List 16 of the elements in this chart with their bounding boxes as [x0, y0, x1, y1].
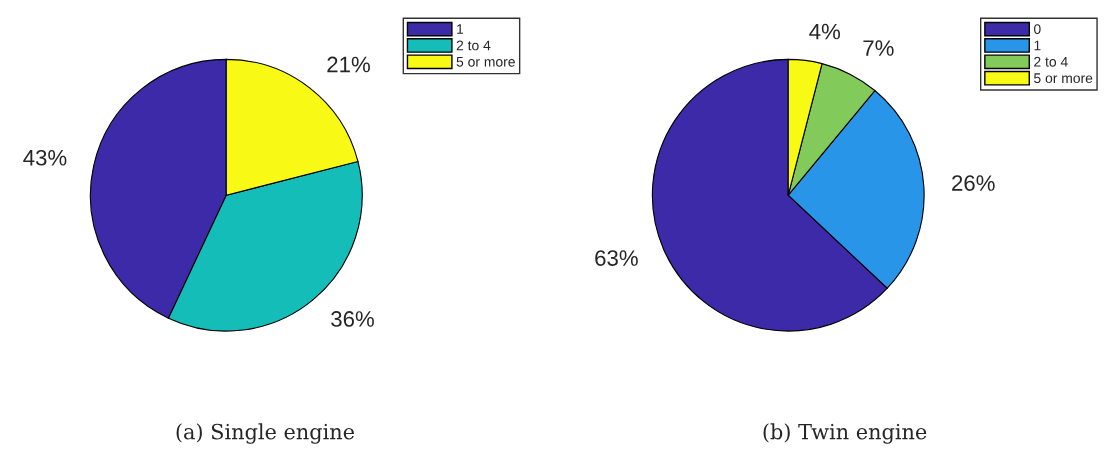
- legend-label: 5 or more: [1034, 73, 1093, 84]
- text: (b) Twin engine: [763, 423, 927, 444]
- data-label: 43%: [23, 149, 67, 166]
- data-label: 21%: [327, 56, 370, 73]
- legend-label: 5 or more: [456, 57, 515, 67]
- data-label: 36%: [331, 311, 374, 327]
- data-label: 7%: [863, 40, 894, 56]
- legend-label: 2 to 4: [1034, 56, 1068, 67]
- legend-label: 0: [1034, 24, 1041, 34]
- data-label: 4%: [809, 23, 841, 40]
- legend-label: 2 to 4: [456, 40, 491, 51]
- data-label: 63%: [595, 250, 638, 266]
- legend-label: 1: [457, 24, 464, 34]
- text: (a) Single engine: [176, 423, 354, 444]
- legend-label: 1: [1034, 40, 1041, 51]
- data-label: 26%: [952, 175, 995, 191]
